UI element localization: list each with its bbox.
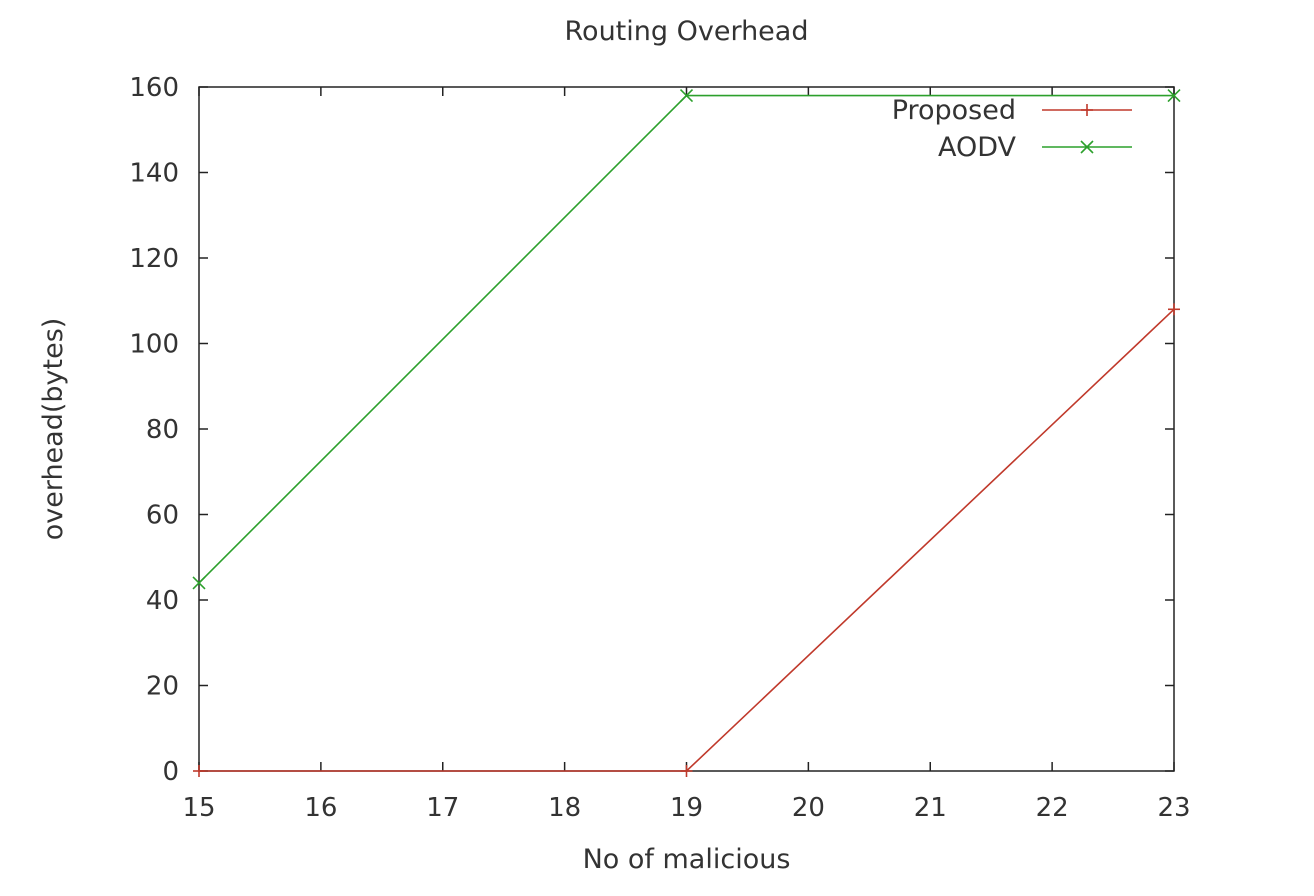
data-point-aodv bbox=[679, 88, 694, 103]
y-tick-label: 60 bbox=[146, 501, 179, 531]
y-tick-label: 160 bbox=[129, 73, 179, 103]
legend-label: Proposed bbox=[892, 95, 1016, 126]
plot-axes bbox=[198, 86, 1175, 772]
x-tick-label: 22 bbox=[1036, 793, 1069, 823]
legend-item-aodv: AODV bbox=[938, 132, 1132, 163]
y-tick-label: 100 bbox=[129, 330, 179, 360]
x-tick-label: 17 bbox=[426, 793, 459, 823]
y-tick-label: 140 bbox=[129, 159, 179, 189]
data-point-aodv bbox=[192, 576, 206, 590]
y-tick-label: 20 bbox=[146, 672, 179, 702]
data-point-proposed bbox=[1168, 303, 1180, 316]
x-tick-label: 18 bbox=[548, 793, 581, 823]
legend-label: AODV bbox=[938, 132, 1017, 163]
series-proposed bbox=[193, 303, 1180, 777]
y-tick-label: 80 bbox=[146, 415, 179, 445]
axis-ticks: 15 16 17 18 19 20 21 22 23 0 20 40 60 80 100 120 140 160 bbox=[129, 73, 1190, 823]
data-point-aodv bbox=[1167, 88, 1181, 103]
series-layer bbox=[192, 88, 1181, 777]
legend-item-proposed: Proposed bbox=[892, 95, 1132, 126]
series-line-aodv bbox=[198, 94, 1174, 584]
x-axis-title: No of malicious bbox=[583, 844, 791, 875]
x-tick-label: 15 bbox=[182, 793, 215, 823]
y-tick-label: 0 bbox=[162, 757, 179, 787]
y-tick-label: 120 bbox=[129, 244, 179, 274]
data-point-proposed bbox=[680, 765, 693, 777]
legend: Proposed AODV bbox=[892, 95, 1132, 163]
data-point-proposed bbox=[193, 765, 205, 777]
chart-title: Routing Overhead bbox=[565, 16, 809, 47]
x-tick-label: 16 bbox=[304, 793, 337, 823]
legend-marker bbox=[1081, 104, 1093, 116]
legend-marker bbox=[1080, 140, 1094, 154]
plot-frame bbox=[198, 86, 1175, 772]
x-tick-label: 20 bbox=[792, 793, 825, 823]
series-aodv bbox=[192, 88, 1181, 590]
x-tick-label: 21 bbox=[914, 793, 947, 823]
y-tick-label: 40 bbox=[146, 586, 179, 616]
x-tick-label: 19 bbox=[670, 793, 703, 823]
y-axis-title: overhead(bytes) bbox=[38, 318, 69, 541]
x-tick-label: 23 bbox=[1157, 793, 1190, 823]
series-line-proposed bbox=[199, 308, 1175, 772]
